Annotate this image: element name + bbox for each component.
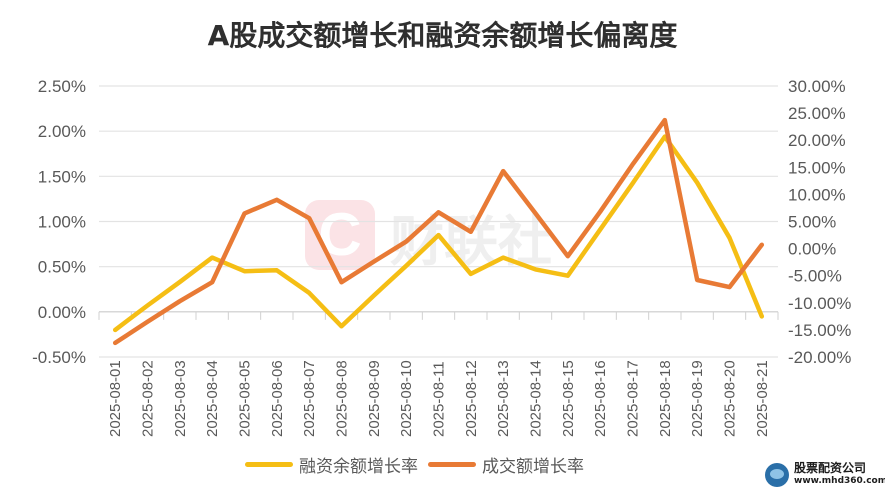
x-tick-label: 2025-08-10 [398,360,415,437]
right-y-tick: 25.00% [788,104,846,123]
x-tick-label: 2025-08-20 [722,360,739,437]
right-y-tick: 15.00% [788,158,846,177]
x-tick-label: 2025-08-12 [463,360,480,437]
watermark-text: 财联社 [390,210,552,273]
legend-label: 融资余额增长率 [299,457,418,477]
right-y-tick: 30.00% [788,77,846,96]
x-tick-label: 2025-08-16 [592,360,609,437]
right-y-tick: 5.00% [788,213,836,232]
x-tick-label: 2025-08-04 [204,360,221,437]
right-y-tick: -10.00% [788,294,851,313]
left-y-tick: 2.00% [38,122,86,141]
x-tick-label: 2025-08-17 [625,360,642,437]
x-tick-label: 2025-08-06 [269,360,286,437]
corner-watermark: 股票配资公司 www.mhd360.com [765,462,885,488]
watermark-company: 股票配资公司 [794,461,867,475]
legend-swatch-orange [428,462,476,467]
right-y-tick: -15.00% [788,321,851,340]
legend-label: 成交额增长率 [482,457,584,477]
x-axis: 2025-08-01 2025-08-02 2025-08-03 2025-08-04… [98,311,779,437]
x-tick-label: 2025-08-18 [657,360,674,437]
series-lines [112,117,765,346]
x-tick-label: 2025-08-14 [528,360,545,437]
left-y-tick: -0.50% [32,348,86,367]
x-tick-label: 2025-08-05 [237,360,254,437]
left-y-tick: 1.00% [38,213,86,232]
left-y-tick: 1.50% [38,167,86,186]
left-y-tick: 0.50% [38,258,86,277]
x-tick-label: 2025-08-09 [366,360,383,437]
left-y-tick: 2.50% [38,77,86,96]
left-y-axis: 2.50% 2.00% 1.50% 1.00% 0.50% 0.00% -0.50% [32,77,86,367]
gridlines [99,85,778,358]
legend-item-margin-balance[interactable]: 融资余额增长率 [245,452,418,477]
globe-logo-icon [765,463,789,487]
margin-balance-growth-line [112,134,765,333]
watermark-url: www.mhd360.com [794,476,885,486]
x-tick-label: 2025-08-07 [301,360,318,437]
x-tick-label: 2025-08-13 [495,360,512,437]
legend-swatch-yellow [245,462,293,467]
right-y-tick: 10.00% [788,185,846,204]
right-y-tick: -5.00% [788,267,842,286]
chart-title: A股成交额增长和融资余额增长偏离度 [207,19,678,52]
x-tick-label: 2025-08-15 [560,360,577,437]
x-tick-label: 2025-08-08 [334,360,351,437]
x-tick-label: 2025-08-03 [172,360,189,437]
legend-item-turnover[interactable]: 成交额增长率 [428,452,584,477]
x-tick-label: 2025-08-19 [689,360,706,437]
right-y-tick: 20.00% [788,131,846,150]
watermark-logo: C 财联社 [305,200,552,273]
x-tick-label: 2025-08-11 [431,361,448,437]
left-y-tick: 0.00% [38,303,86,322]
turnover-growth-line [112,117,765,346]
x-tick-label: 2025-08-02 [140,360,157,437]
x-tick-label: 2025-08-01 [107,360,124,437]
x-tick-label: 2025-08-21 [754,360,771,437]
right-y-tick: 0.00% [788,240,836,259]
right-y-axis: 30.00% 25.00% 20.00% 15.00% 10.00% 5.00% 0.00%… [788,77,851,367]
right-y-tick: -20.00% [788,348,851,367]
svg-text:C: C [318,201,361,268]
legend: 融资余额增长率 成交额增长率 [245,452,594,477]
